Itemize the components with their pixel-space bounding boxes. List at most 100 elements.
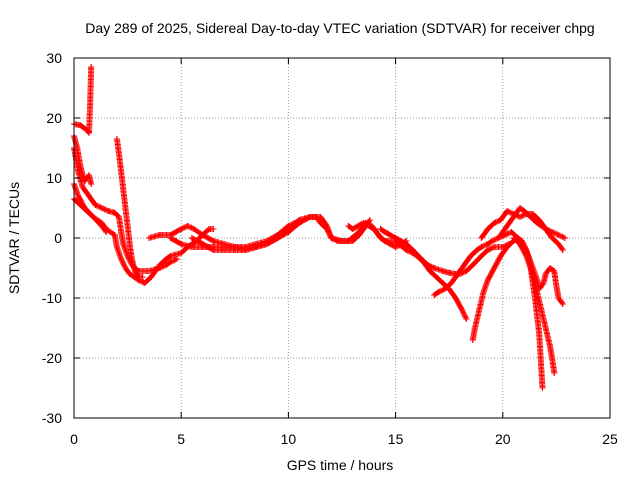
data-point [478,235,485,241]
series-pass-f [113,136,146,280]
data-point [555,232,562,238]
x-axis-label: GPS time / hours [287,457,394,473]
data-point [178,226,185,232]
data-point [555,295,562,301]
data-point [549,235,556,241]
data-point [88,181,95,187]
data-point [452,295,459,301]
data-point [210,247,217,253]
data-point [86,193,93,199]
data-point [98,205,105,211]
data-point [103,226,110,232]
data-point [231,247,238,253]
data-point [546,343,553,349]
data-point [118,229,125,235]
data-point [549,355,556,361]
y-tick-label: -10 [42,290,62,306]
y-axis-label: SDTVAR / TECUs [6,182,22,294]
data-point [113,136,120,142]
data-point [188,235,195,241]
x-tick-label: 5 [177,431,185,447]
x-tick-label: 20 [495,431,511,447]
data-point [441,286,448,292]
data-point [480,289,487,295]
y-tick-label: -30 [42,410,62,426]
data-point [141,280,148,286]
data-point [474,247,481,253]
data-point [334,238,341,244]
data-point [501,232,508,238]
data-point [120,241,127,247]
data-point [504,208,511,214]
data-point [178,241,185,247]
data-point [146,235,153,241]
data-point [116,151,123,157]
data-point [122,205,129,211]
data-point [356,229,363,235]
data-point [516,241,523,247]
data-point [463,316,470,322]
data-point [377,235,384,241]
data-point [139,274,146,280]
data-point [551,370,558,376]
data-point [439,280,446,286]
data-point [484,277,491,283]
data-point [98,220,105,226]
data-point [536,331,543,337]
data-point [516,214,523,220]
series-pass-n [478,208,566,253]
data-point [529,211,536,217]
chart-title: Day 289 of 2025, Sidereal Day-to-day VTE… [85,20,594,36]
data-point [553,283,560,289]
data-point [86,172,93,178]
data-point [403,241,410,247]
data-point [345,223,352,229]
data-point [122,265,129,271]
data-point [360,220,367,226]
data-point [188,244,195,250]
data-point [306,214,313,220]
x-tick-label: 10 [281,431,297,447]
data-point [163,256,170,262]
data-point [152,268,159,274]
data-point [92,202,99,208]
data-point [539,385,546,391]
data-point [124,223,131,229]
data-point [111,209,118,216]
data-point [156,232,163,238]
data-point [454,271,461,277]
data-point [448,280,455,286]
data-point [551,268,558,274]
data-point [86,130,93,136]
data-point [542,271,549,277]
data-point [184,223,191,229]
data-point [274,235,281,241]
data-point [126,271,133,277]
data-point [446,269,453,276]
data-point [559,247,566,253]
data-point [199,232,206,238]
data-point [167,253,174,259]
data-point [538,307,545,313]
x-tick-label: 25 [602,431,618,447]
data-point [523,253,530,259]
y-tick-label: 20 [46,110,62,126]
data-point [467,253,474,259]
data-point [75,193,82,199]
data-point [317,220,324,226]
data-point [163,262,170,268]
data-point [478,244,485,250]
data-point [381,238,388,244]
data-point [113,244,120,250]
data-point [484,247,491,253]
data-point [128,256,135,262]
data-point [263,241,270,247]
data-point [555,241,562,247]
data-point [409,247,416,253]
data-point [210,238,217,244]
data-point [471,325,478,331]
data-point [542,226,549,232]
data-point [79,184,86,190]
